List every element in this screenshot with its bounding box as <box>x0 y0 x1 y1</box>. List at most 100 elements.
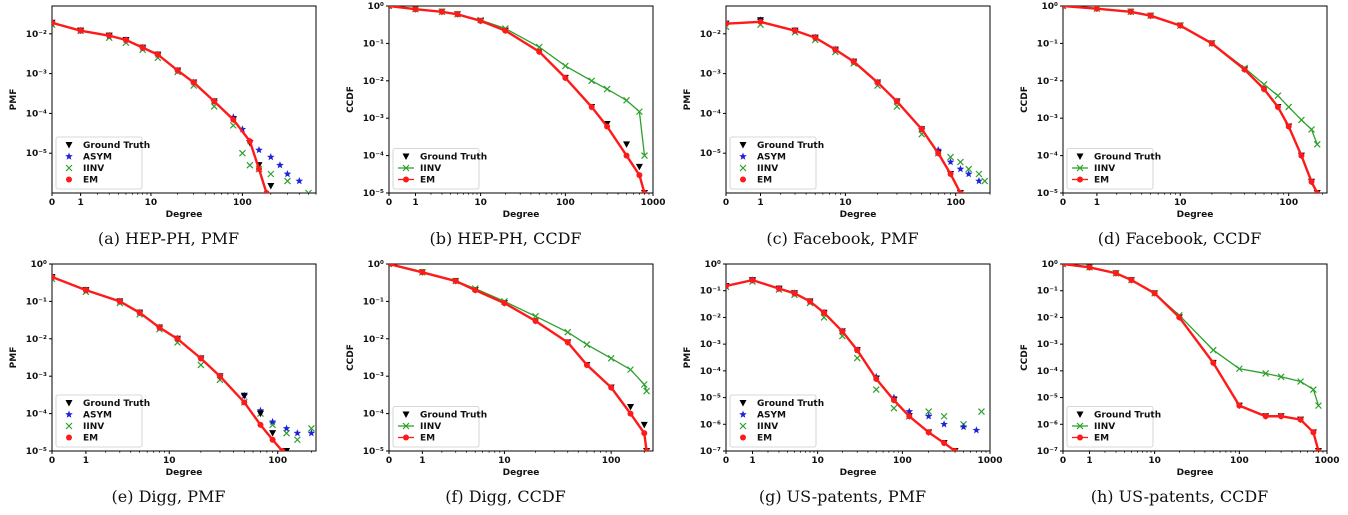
data-point-em <box>536 48 543 55</box>
legend-label-em: EM <box>757 176 772 186</box>
data-area <box>52 18 312 193</box>
data-point-em <box>1063 6 1066 9</box>
chart-svg: 0 1 10 100 10⁰ 10⁻¹ 10⁻² 10⁻³ 10⁻⁴ 10⁻⁵ Degree CCDF… <box>346 260 654 478</box>
x-tick-label: 0 <box>1060 456 1066 466</box>
data-point-iinv <box>583 341 591 349</box>
data-point-em <box>279 448 286 451</box>
y-tick-label: 10⁻¹ <box>26 297 47 307</box>
legend-label-asym: ASYM <box>83 411 112 421</box>
data-point-asym <box>268 417 277 426</box>
data-point-iinv <box>1235 365 1243 373</box>
x-axis-label: Degree <box>840 468 877 478</box>
data-point-gt <box>269 430 277 437</box>
legend-box <box>55 394 143 448</box>
legend-box <box>729 136 817 190</box>
data-point-iinv <box>307 425 315 432</box>
plot-frame <box>388 263 654 452</box>
plot-frame <box>725 263 991 452</box>
data-point-em <box>1147 12 1154 19</box>
y-axis-label: CCDF <box>1020 344 1030 371</box>
data-point-em <box>197 355 204 362</box>
legend-marker-iinv <box>402 422 410 430</box>
y-tick-label: 10⁻⁴ <box>700 109 721 119</box>
data-point-em <box>532 317 539 324</box>
y-axis-label: PMF <box>683 89 693 111</box>
data-point-em <box>501 300 508 307</box>
data-point-em <box>389 264 392 267</box>
data-point-asym <box>282 424 291 432</box>
x-tick-label: 1000 <box>640 198 665 208</box>
data-point-iinv <box>1209 346 1217 354</box>
data-point-iinv <box>1297 116 1305 124</box>
data-point-em <box>1208 40 1215 47</box>
data-point-em <box>562 74 569 81</box>
data-point-em <box>269 436 276 443</box>
data-point-em <box>832 46 839 53</box>
data-point-asym <box>975 177 983 185</box>
data-point-iinv <box>1262 370 1270 377</box>
x-tick-label: 1000 <box>1314 456 1339 466</box>
data-point-em <box>806 298 813 305</box>
data-point-em <box>52 273 55 280</box>
data-point-iinv <box>925 408 933 415</box>
data-point-em <box>1298 152 1305 159</box>
chart-svg: 0 1 10 100 1000 10⁰ 10⁻¹ 10⁻² 10⁻³ 10⁻⁴ 10⁻⁵ 10⁻⁶ 10… <box>683 260 1003 478</box>
data-point-em <box>1127 8 1134 15</box>
x-tick-label: 100 <box>893 456 912 466</box>
legend-marker-gt <box>402 153 410 160</box>
y-tick-label: 10⁻⁷ <box>700 447 721 457</box>
data-point-em <box>454 11 461 18</box>
series-line-iinv <box>1063 6 1318 145</box>
data-point-em <box>211 98 218 105</box>
x-tick-label: 100 <box>1230 456 1249 466</box>
data-area <box>726 276 985 451</box>
data-point-iinv <box>532 312 539 320</box>
y-tick-label: 10⁻⁷ <box>1037 447 1058 457</box>
data-point-em <box>906 413 913 420</box>
legend-label-gt: Ground Truth <box>757 399 824 409</box>
y-axis-label: CCDF <box>1020 86 1030 113</box>
x-tick-label: 100 <box>602 456 621 466</box>
legend-label-gt: Ground Truth <box>420 153 487 163</box>
legend-label-iinv: IINV <box>757 422 778 432</box>
data-point-iinv <box>588 77 596 85</box>
chart-panel: 0 1 10 100 1000 10⁰ 10⁻¹ 10⁻² 10⁻³ 10⁻⁴ 10⁻⁵ 10⁻⁶ 10… <box>1011 258 1348 515</box>
legend-marker-iinv <box>1076 164 1084 172</box>
data-point-em <box>791 290 798 297</box>
data-point-em <box>588 103 595 110</box>
data-point-asym <box>295 177 304 185</box>
data-point-em <box>1310 429 1317 436</box>
legend-marker-asym <box>65 410 73 418</box>
legend-marker-gt <box>65 400 73 407</box>
data-point-iinv <box>1309 386 1317 393</box>
data-point-asym <box>255 146 263 154</box>
data-point-em <box>757 18 764 25</box>
legend-label-iinv: IINV <box>1094 422 1115 432</box>
chart-panel: 0 1 10 100 1000 10⁰ 10⁻¹ 10⁻² 10⁻³ 10⁻⁴ 10⁻⁵ 10⁻⁶ 10… <box>674 258 1011 515</box>
data-point-asym <box>293 429 302 437</box>
x-axis-label: Degree <box>503 468 540 478</box>
legend-marker-iinv <box>65 164 73 172</box>
data-point-em <box>154 51 161 58</box>
x-axis-label: Degree <box>166 468 203 478</box>
data-point-em <box>256 166 263 173</box>
chart-svg: 0 1 10 100 10⁰ 10⁻¹ 10⁻² 10⁻³ 10⁻⁴ 10⁻⁵ Degree CCDF… <box>1020 2 1328 220</box>
legend-label-iinv: IINV <box>420 164 441 174</box>
data-point-asym <box>934 146 942 154</box>
data-point-em <box>1278 413 1285 420</box>
data-point-gt <box>640 421 648 429</box>
y-tick-label: 10⁻³ <box>363 372 384 382</box>
y-tick-label: 10⁻³ <box>700 340 721 350</box>
x-tick-label: 100 <box>556 198 575 208</box>
data-point-em <box>1176 314 1183 321</box>
legend-label-iinv: IINV <box>757 164 778 174</box>
series-line-em <box>389 264 648 451</box>
y-tick-label: 10⁻⁵ <box>1037 189 1058 199</box>
legend-label-gt: Ground Truth <box>83 399 150 409</box>
data-point-em <box>641 430 648 437</box>
x-tick-label: 1 <box>77 198 83 208</box>
data-point-iinv <box>641 152 648 160</box>
data-point-em <box>174 335 181 342</box>
